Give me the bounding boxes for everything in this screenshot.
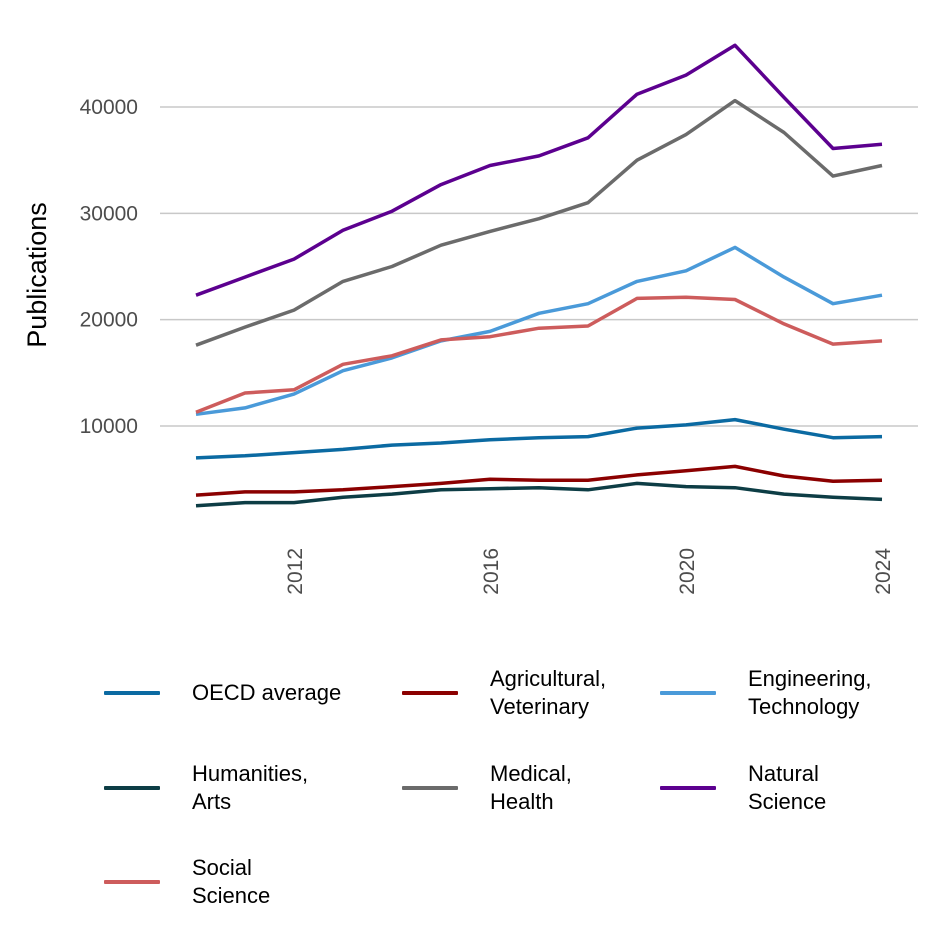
legend-swatch bbox=[402, 691, 458, 695]
legend-swatch bbox=[402, 786, 458, 790]
legend-swatch bbox=[104, 880, 160, 884]
y-tick-label: 10000 bbox=[80, 415, 138, 438]
legend-swatch bbox=[104, 691, 160, 695]
legend-label: Social Science bbox=[192, 854, 271, 908]
legend-label: Humanities, Arts bbox=[192, 760, 309, 814]
legend-swatch bbox=[660, 786, 716, 790]
x-axis-ticks: 2012 2016 2020 2024 bbox=[284, 548, 895, 595]
legend-item: Agricultural, Veterinary bbox=[402, 658, 606, 728]
series-line-medical bbox=[195, 98, 883, 347]
legend-swatch bbox=[104, 786, 160, 790]
legend-item: Humanities, Arts bbox=[104, 753, 308, 823]
y-tick-label: 20000 bbox=[80, 309, 138, 332]
series-lines bbox=[195, 43, 883, 508]
legend-label: Natural Science bbox=[748, 760, 827, 814]
y-tick-label: 30000 bbox=[80, 202, 138, 225]
series-line-natural bbox=[195, 43, 883, 297]
series-line-social bbox=[195, 295, 883, 414]
legend-item: OECD average bbox=[104, 658, 341, 728]
series-line-agricultural bbox=[195, 464, 883, 497]
legend-label: Agricultural, Veterinary bbox=[490, 665, 607, 719]
x-tick-label: 2012 bbox=[284, 548, 307, 595]
legend-label: OECD average bbox=[192, 679, 342, 705]
legend-item: Natural Science bbox=[660, 753, 826, 823]
x-tick-label: 2016 bbox=[480, 548, 503, 595]
x-tick-label: 2024 bbox=[872, 548, 895, 595]
legend-label: Medical, Health bbox=[490, 760, 572, 814]
series-line-engineering bbox=[195, 245, 883, 417]
legend-item: Engineering, Technology bbox=[660, 658, 872, 728]
x-tick-label: 2020 bbox=[676, 548, 699, 595]
legend-label: Engineering, Technology bbox=[748, 665, 872, 719]
y-axis-ticks: 10000 20000 30000 40000 bbox=[80, 96, 138, 438]
legend-item: Medical, Health bbox=[402, 753, 572, 823]
y-tick-label: 40000 bbox=[80, 96, 138, 119]
legend-item: Social Science bbox=[104, 847, 270, 917]
y-axis-title: Publications bbox=[22, 202, 52, 348]
legend-swatch bbox=[660, 691, 716, 695]
series-line-humanities bbox=[195, 481, 883, 508]
series-line-oecd bbox=[195, 417, 883, 460]
